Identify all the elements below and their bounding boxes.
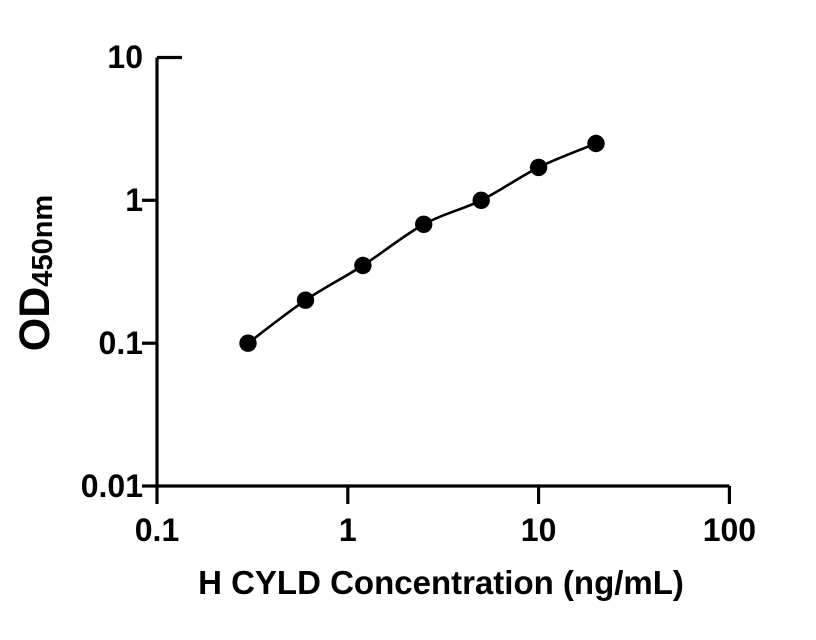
svg-text:10: 10 xyxy=(107,39,143,75)
svg-text:0.01: 0.01 xyxy=(81,468,143,504)
svg-text:H CYLD Concentration (ng/mL): H CYLD Concentration (ng/mL) xyxy=(198,564,684,601)
svg-text:1: 1 xyxy=(125,182,143,218)
svg-text:100: 100 xyxy=(703,512,756,548)
svg-text:OD450nm: OD450nm xyxy=(11,195,59,351)
svg-text:10: 10 xyxy=(521,512,557,548)
svg-text:0.1: 0.1 xyxy=(135,512,179,548)
svg-text:1: 1 xyxy=(339,512,357,548)
svg-text:0.1: 0.1 xyxy=(99,325,143,361)
